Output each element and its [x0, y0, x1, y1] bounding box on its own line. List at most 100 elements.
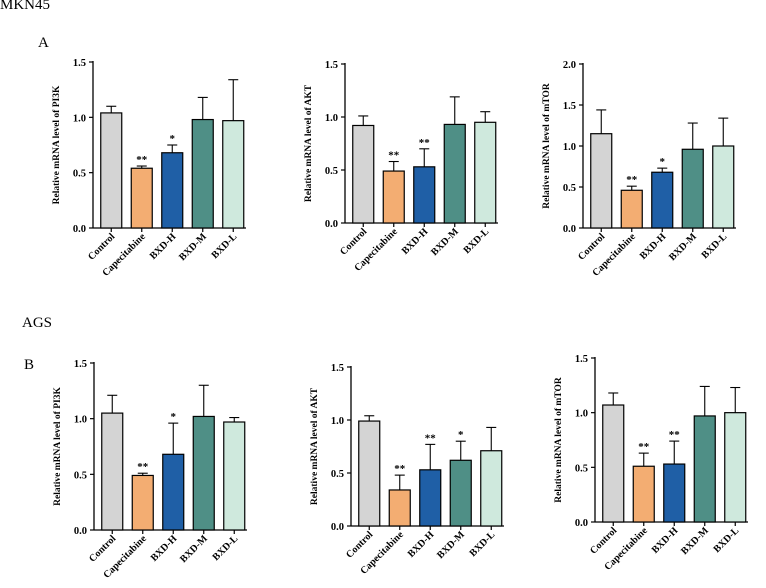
- y-tick-label: 1.5: [325, 60, 338, 71]
- x-tick-label: BXD-M: [667, 231, 699, 263]
- y-tick-label: 1.0: [74, 415, 87, 426]
- bar-control: [352, 124, 375, 224]
- y-tick-label: 0.0: [74, 526, 87, 537]
- significance-mark: *: [171, 411, 177, 423]
- significance-mark: *: [458, 429, 464, 441]
- bar-control: [590, 133, 613, 229]
- y-tick-label: 0.5: [563, 183, 576, 194]
- bar-bxd-h: [161, 152, 184, 229]
- bar-bxd-m: [191, 118, 214, 229]
- significance-mark: **: [638, 441, 650, 453]
- y-axis-title: Relative mRNA level of mTOR: [554, 377, 564, 503]
- y-tick-label: 0.5: [74, 470, 87, 481]
- bar-bxd-h: [651, 171, 674, 229]
- x-tick-label: BXD-L: [211, 533, 241, 563]
- y-tick-label: 1.5: [563, 101, 576, 112]
- panel-label-a: A: [38, 35, 49, 51]
- x-tick-label: BXD-M: [177, 231, 209, 263]
- x-tick-label: BXD-L: [210, 231, 240, 261]
- y-tick-label: 1.0: [575, 409, 588, 420]
- y-tick-label: 0.0: [331, 522, 344, 533]
- y-axis-title: Relative mRNA level of PI3K: [52, 85, 62, 204]
- y-axis-title: Relative mRNA level of AKT: [310, 387, 320, 505]
- bar-bxd-m: [449, 459, 472, 527]
- y-tick-label: 1.5: [73, 58, 86, 69]
- bar-bxd-l: [223, 421, 246, 531]
- significance-mark: *: [170, 133, 176, 145]
- y-tick-label: 1.0: [331, 416, 344, 427]
- y-axis-title: Relative mRNA level of PI3K: [53, 387, 63, 506]
- bar-bxd-l: [480, 450, 503, 527]
- y-tick-label: 0.0: [325, 219, 338, 230]
- y-tick-label: 0.5: [575, 463, 588, 474]
- bar-bxd-l: [474, 121, 497, 224]
- bar-bxd-l: [724, 412, 747, 523]
- bar-bxd-h: [419, 469, 442, 527]
- panel-label-b: B: [24, 357, 35, 373]
- x-tick-label: BXD-M: [435, 529, 467, 561]
- cell-line-label-ags: AGS: [22, 315, 53, 331]
- y-tick-label: 0.5: [325, 166, 338, 177]
- y-axis-title: Relative mRNA level of AKT: [304, 84, 314, 202]
- y-tick-label: 0.0: [575, 518, 588, 529]
- y-tick-label: 1.0: [325, 113, 338, 124]
- x-tick-label: BXD-L: [712, 525, 742, 555]
- x-tick-label: BXD-H: [650, 525, 681, 556]
- bar-control: [358, 420, 381, 527]
- significance-mark: *: [660, 156, 666, 168]
- x-tick-label: BXD-M: [679, 525, 711, 557]
- bar-bxd-m: [192, 415, 215, 531]
- significance-mark: **: [394, 463, 406, 475]
- x-tick-label: BXD-H: [638, 231, 669, 262]
- y-tick-label: 0.5: [331, 469, 344, 480]
- bar-capecitabine: [382, 170, 405, 224]
- significance-mark: **: [388, 150, 400, 162]
- bar-bxd-h: [413, 166, 436, 224]
- bar-control: [101, 412, 124, 531]
- bar-bxd-h: [162, 453, 185, 531]
- x-tick-label: BXD-H: [406, 529, 437, 560]
- bar-bxd-m: [693, 415, 716, 523]
- y-tick-label: 0.5: [73, 169, 86, 180]
- y-tick-label: 1.5: [331, 363, 344, 374]
- bar-capecitabine: [131, 474, 154, 531]
- y-tick-label: 0.0: [563, 224, 576, 235]
- bar-control: [100, 112, 123, 229]
- significance-mark: **: [669, 429, 681, 441]
- bar-bxd-l: [222, 120, 245, 229]
- significance-mark: **: [419, 137, 431, 149]
- x-tick-label: BXD-L: [700, 231, 730, 261]
- y-tick-label: 1.0: [73, 113, 86, 124]
- y-tick-label: 1.5: [74, 359, 87, 370]
- y-axis-title: Relative mRNA level of mTOR: [542, 83, 552, 209]
- bar-capecitabine: [632, 465, 655, 523]
- significance-mark: **: [626, 174, 638, 186]
- x-tick-label: BXD-M: [429, 226, 461, 258]
- y-tick-label: 1.0: [563, 142, 576, 153]
- y-tick-label: 1.5: [575, 354, 588, 365]
- significance-mark: **: [136, 154, 148, 166]
- x-tick-label: BXD-L: [468, 529, 498, 559]
- chart-3: 0.0 0.5 1.0 1.5 2.0 Relative mRNA level of mT…: [542, 60, 736, 279]
- bar-bxd-l: [712, 145, 735, 229]
- significance-mark: **: [137, 461, 149, 473]
- y-tick-label: 0.0: [73, 224, 86, 235]
- bar-bxd-m: [443, 123, 466, 224]
- x-tick-label: BXD-H: [400, 226, 431, 257]
- bar-capecitabine: [620, 189, 643, 229]
- x-tick-label: BXD-H: [148, 231, 179, 262]
- bar-capecitabine: [130, 167, 153, 229]
- bar-bxd-h: [663, 463, 686, 523]
- cell-line-label-mkn45: MKN45: [0, 0, 51, 13]
- significance-mark: **: [425, 432, 437, 444]
- x-tick-label: BXD-M: [178, 533, 210, 565]
- bar-bxd-m: [681, 148, 704, 229]
- bar-capecitabine: [388, 489, 411, 527]
